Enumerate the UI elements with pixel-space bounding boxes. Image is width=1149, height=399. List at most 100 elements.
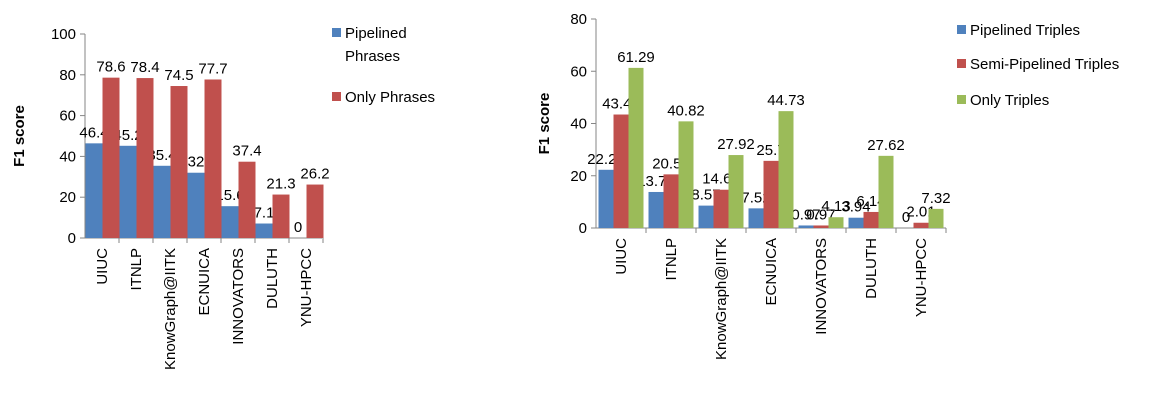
bar bbox=[763, 160, 779, 228]
bar bbox=[221, 206, 239, 238]
legend-label: Only Triples bbox=[970, 92, 1049, 109]
y-tick-label: 0 bbox=[579, 220, 587, 237]
data-label: 27.62 bbox=[867, 137, 905, 154]
data-label: 46.4 bbox=[79, 124, 108, 141]
y-tick-label: 80 bbox=[59, 67, 76, 84]
x-category-label: ECNUICA bbox=[763, 238, 780, 306]
x-category-label: DULUTH bbox=[264, 248, 281, 309]
data-label: 37.4 bbox=[232, 143, 261, 160]
bar bbox=[136, 78, 154, 239]
data-label: 3.94 bbox=[841, 199, 870, 216]
legend-swatch bbox=[332, 28, 341, 37]
data-label: 0.97 bbox=[806, 206, 835, 223]
legend-label: Phrases bbox=[345, 48, 400, 65]
x-category-label: INNOVATORS bbox=[813, 238, 830, 335]
bar bbox=[863, 211, 879, 228]
data-label: 44.73 bbox=[767, 92, 805, 109]
bar bbox=[119, 145, 137, 238]
x-category-label: KnowGraph@IITK bbox=[713, 238, 730, 360]
y-tick-label: 20 bbox=[570, 168, 587, 185]
bar bbox=[102, 77, 120, 238]
bar bbox=[153, 165, 171, 238]
legend-label: Semi-Pipelined Triples bbox=[970, 56, 1119, 73]
x-category-label: ITNLP bbox=[128, 248, 145, 291]
data-label: 27.92 bbox=[717, 136, 755, 153]
x-category-label: YNU-HPCC bbox=[913, 238, 930, 317]
chart-triples: 0 20 40 60 80 F1 score UIUC ITNLP KnowGraph@IITK… bbox=[536, 11, 1119, 360]
data-label: 21.3 bbox=[266, 176, 295, 193]
bar bbox=[204, 79, 222, 238]
legend-swatch bbox=[332, 92, 341, 101]
bar bbox=[798, 225, 814, 228]
data-label: 45.2 bbox=[113, 127, 142, 144]
bar bbox=[598, 169, 614, 228]
bar bbox=[255, 223, 273, 238]
data-label: 0 bbox=[902, 209, 910, 226]
data-label: 0 bbox=[294, 219, 302, 236]
y-tick-label: 40 bbox=[59, 148, 76, 165]
y-tick-label: 60 bbox=[570, 63, 587, 80]
x-category-label: ECNUICA bbox=[196, 248, 213, 316]
data-label: 0.97 bbox=[791, 206, 820, 223]
bar bbox=[613, 114, 629, 228]
x-category-label: ITNLP bbox=[663, 238, 680, 281]
data-label: 74.5 bbox=[164, 67, 193, 84]
bar bbox=[628, 67, 644, 228]
bar bbox=[663, 174, 679, 228]
x-category-label: INNOVATORS bbox=[230, 248, 247, 345]
legend-swatch bbox=[957, 25, 966, 34]
y-tick-label: 40 bbox=[570, 116, 587, 133]
data-label: 61.29 bbox=[617, 49, 655, 66]
y-axis-title: F1 score bbox=[536, 93, 553, 155]
bar bbox=[238, 161, 256, 238]
bar bbox=[713, 189, 729, 228]
bar bbox=[698, 205, 714, 228]
bar bbox=[85, 143, 103, 238]
data-label: 32 bbox=[188, 154, 205, 171]
bar bbox=[306, 184, 324, 238]
data-label: 77.7 bbox=[198, 60, 227, 77]
bar bbox=[170, 86, 188, 239]
legend-swatch bbox=[957, 95, 966, 104]
data-label: 7.52 bbox=[741, 189, 770, 206]
x-category-label: DULUTH bbox=[863, 238, 880, 299]
bar bbox=[272, 194, 290, 238]
bar bbox=[778, 111, 794, 228]
x-category-label: KnowGraph@IITK bbox=[162, 248, 179, 370]
y-axis-title: F1 score bbox=[11, 105, 28, 167]
bar bbox=[187, 172, 205, 238]
data-label: 7.1 bbox=[254, 205, 275, 222]
legend-label: Pipelined bbox=[345, 25, 407, 42]
bar bbox=[928, 208, 944, 228]
data-label: 78.6 bbox=[96, 59, 125, 76]
bar bbox=[828, 217, 844, 228]
bar bbox=[728, 155, 744, 228]
bar bbox=[913, 222, 929, 228]
data-label: 4.13 bbox=[821, 198, 850, 215]
data-label: 26.2 bbox=[300, 166, 329, 183]
data-label: 7.32 bbox=[921, 190, 950, 207]
x-category-label: YNU-HPCC bbox=[298, 248, 315, 327]
legend-label: Only Phrases bbox=[345, 89, 435, 106]
legend-label: Pipelined Triples bbox=[970, 22, 1080, 39]
y-tick-label: 0 bbox=[68, 230, 76, 247]
x-category-label: UIUC bbox=[613, 238, 630, 275]
bar bbox=[748, 208, 764, 228]
data-label: 40.82 bbox=[667, 102, 705, 119]
data-label: 8.57 bbox=[691, 187, 720, 204]
data-label: 15.6 bbox=[215, 187, 244, 204]
bar bbox=[648, 191, 664, 228]
data-label: 2.01 bbox=[906, 204, 935, 221]
x-category-label: UIUC bbox=[94, 248, 111, 285]
bar bbox=[678, 121, 694, 228]
bar bbox=[813, 225, 829, 228]
y-tick-label: 80 bbox=[570, 11, 587, 28]
bar bbox=[848, 217, 864, 228]
y-tick-label: 20 bbox=[59, 189, 76, 206]
y-tick-label: 60 bbox=[59, 108, 76, 125]
data-label: 78.4 bbox=[130, 59, 159, 76]
data-label: 6.14 bbox=[856, 193, 885, 210]
chart-phrases: 0 20 40 60 80 100 F1 score UIUC ITNLP KnowGraph@I… bbox=[11, 25, 435, 370]
y-tick-label: 100 bbox=[51, 26, 76, 43]
